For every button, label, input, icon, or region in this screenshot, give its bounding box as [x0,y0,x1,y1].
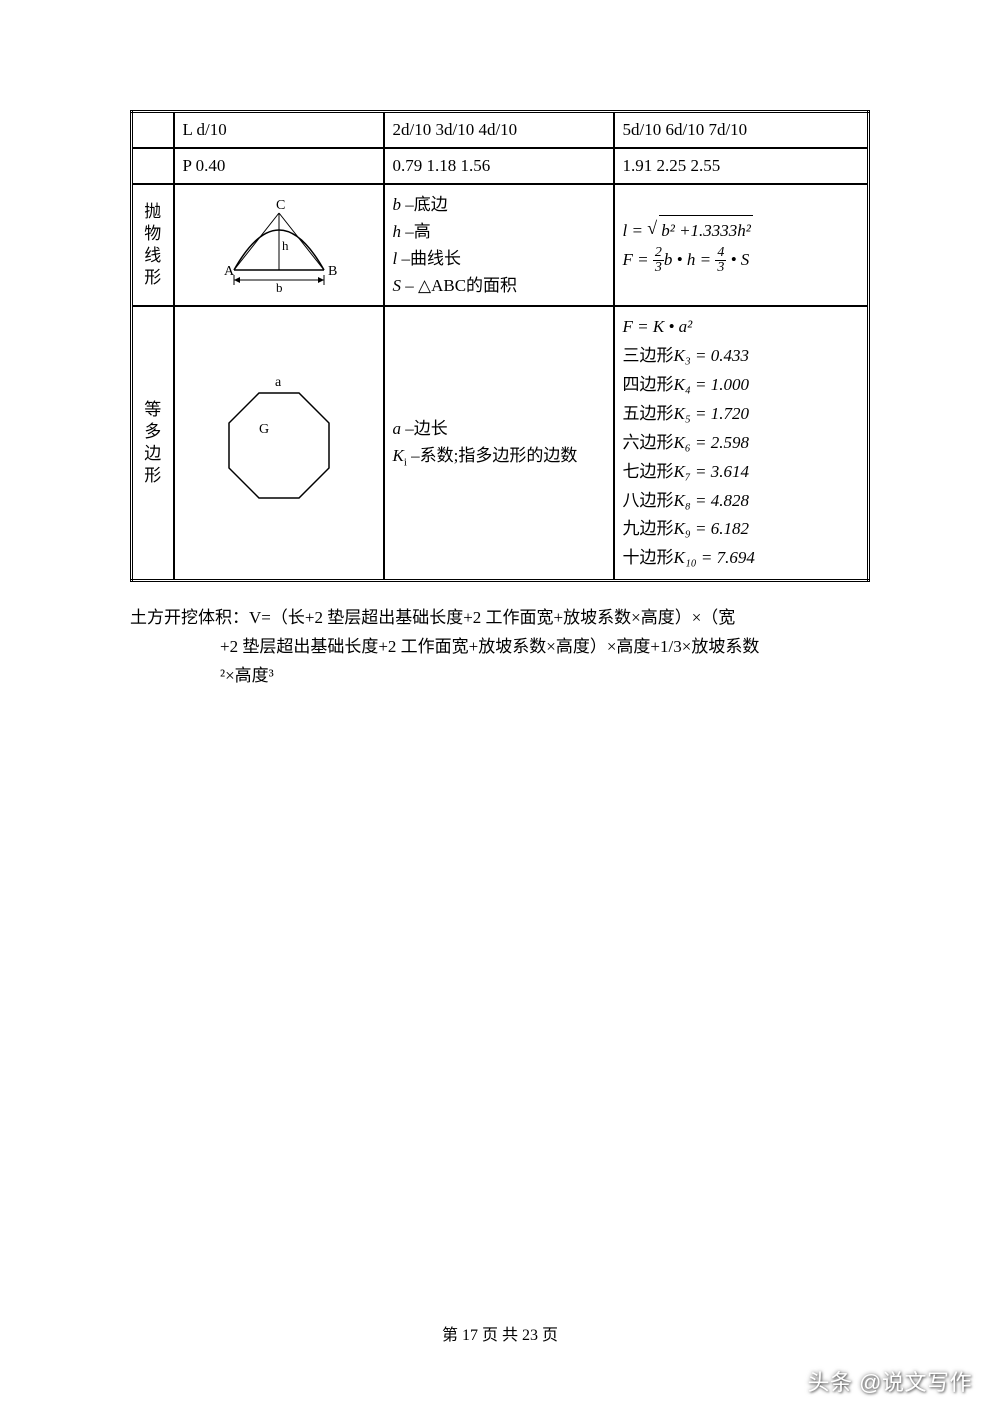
point-B: B [328,264,337,279]
var: l [393,249,398,268]
text-line: +2 垫层超出基础长度+2 工作面宽+放坡系数×高度）×高度+1/3×放坡系数 [160,633,870,662]
end: • S [726,250,749,269]
cell: 2d/10 3d/10 4d/10 [384,112,614,148]
watermark: 头条 @说文写作 [808,1365,972,1397]
var: K [393,446,404,465]
cell: P 0.40 [174,148,384,184]
geometry-table: L d/10 2d/10 3d/10 4d/10 5d/10 6d/10 7d/… [130,110,870,582]
cn: 三边形 [623,346,674,365]
cell: 1.91 2.25 2.55 [614,148,869,184]
k: K₄ = 1.000 [674,375,749,394]
var: S [393,276,402,295]
table-row: P 0.40 0.79 1.18 1.56 1.91 2.25 2.55 [132,148,869,184]
sub: i [404,456,407,468]
label-G: G [259,422,269,437]
label-text: 抛物线形 [144,202,161,287]
polygon-diagram: a G [199,358,359,528]
page-number: 第 17 页 共 23 页 [0,1321,1000,1345]
desc: –底边 [405,195,448,214]
earthwork-formula: 土方开挖体积：V=（长+2 垫层超出基础长度+2 工作面宽+放坡系数×高度）×（… [130,604,870,691]
k: K₇ = 3.614 [674,462,749,481]
var: a [393,419,402,438]
cn: 八边形 [623,491,674,510]
table-row: 等多边形 a G a –边长 Ki –系数;指多边形的边数 F = K • a²… [132,306,869,581]
cn: 九边形 [623,519,674,538]
formula-line: 八边形K₈ = 4.828 [623,487,860,516]
formula-line: l = b² +1.3333h² [623,215,860,246]
formula-line: 七边形K₇ = 3.614 [623,458,860,487]
formula-line: 三边形K₃ = 0.433 [623,342,860,371]
cn: 四边形 [623,375,674,394]
diagram-cell: a G [174,306,384,581]
formula-line: 六边形K₆ = 2.598 [623,429,860,458]
desc: – △ABC的面积 [405,276,517,295]
var: F [623,250,633,269]
formula-line: 四边形K₄ = 1.000 [623,371,860,400]
label-h: h [282,238,289,253]
description-cell: a –边长 Ki –系数;指多边形的边数 [384,306,614,581]
var: h [393,222,402,241]
k: K₉ = 6.182 [674,519,749,538]
k: K₁₀ = 7.694 [674,548,755,567]
eq: = [627,221,647,240]
formula-line: 五边形K₅ = 1.720 [623,400,860,429]
formula-line: 十边形K₁₀ = 7.694 [623,544,860,573]
point-A: A [224,264,235,279]
text-line: ²×高度³ [160,662,870,691]
formula-cell: l = b² +1.3333h² F = 23b • h = 43 • S [614,184,869,307]
den: 3 [653,261,664,275]
formula-line: F = 23b • h = 43 • S [623,246,860,276]
table-row: L d/10 2d/10 3d/10 4d/10 5d/10 6d/10 7d/… [132,112,869,148]
shape-label: 抛物线形 [132,184,174,307]
desc: –系数;指多边形的边数 [411,446,577,465]
table-row: 抛物线形 A B C h b [132,184,869,307]
description-cell: b –底边 h –高 l –曲线长 S – △ABC的面积 [384,184,614,307]
eq: = [633,250,653,269]
label-text: 等多边形 [144,400,161,485]
cell: 5d/10 6d/10 7d/10 [614,112,869,148]
cell: 0.79 1.18 1.56 [384,148,614,184]
formula-cell: F = K • a² 三边形K₃ = 0.433 四边形K₄ = 1.000 五… [614,306,869,581]
point-C: C [276,198,285,213]
num: 2 [653,246,664,261]
cn: 五边形 [623,404,674,423]
row-label-cell [132,112,174,148]
radicand: b² +1.3333h² [659,215,753,246]
k: K₃ = 0.433 [674,346,749,365]
parabola-diagram: A B C h b [204,195,354,295]
cell: L d/10 [174,112,384,148]
cn: 六边形 [623,433,674,452]
k: K₅ = 1.720 [674,404,749,423]
k: K₆ = 2.598 [674,433,749,452]
shape-label: 等多边形 [132,306,174,581]
den: 3 [715,261,726,275]
formula-line: 九边形K₉ = 6.182 [623,515,860,544]
k: K₈ = 4.828 [674,491,749,510]
formula-line: F = K • a² [623,313,860,342]
mid: b • h = [664,250,715,269]
cn: 十边形 [623,548,674,567]
desc: –边长 [405,419,448,438]
var: b [393,195,402,214]
text-line: 土方开挖体积：V=（长+2 垫层超出基础长度+2 工作面宽+放坡系数×高度）×（… [130,608,735,627]
num: 4 [715,246,726,261]
document-page: L d/10 2d/10 3d/10 4d/10 5d/10 6d/10 7d/… [0,0,1000,1415]
desc: –高 [405,222,431,241]
label-b: b [276,280,283,295]
cn: 七边形 [623,462,674,481]
diagram-cell: A B C h b [174,184,384,307]
desc: –曲线长 [401,249,461,268]
row-label-cell [132,148,174,184]
label-a: a [275,375,282,390]
